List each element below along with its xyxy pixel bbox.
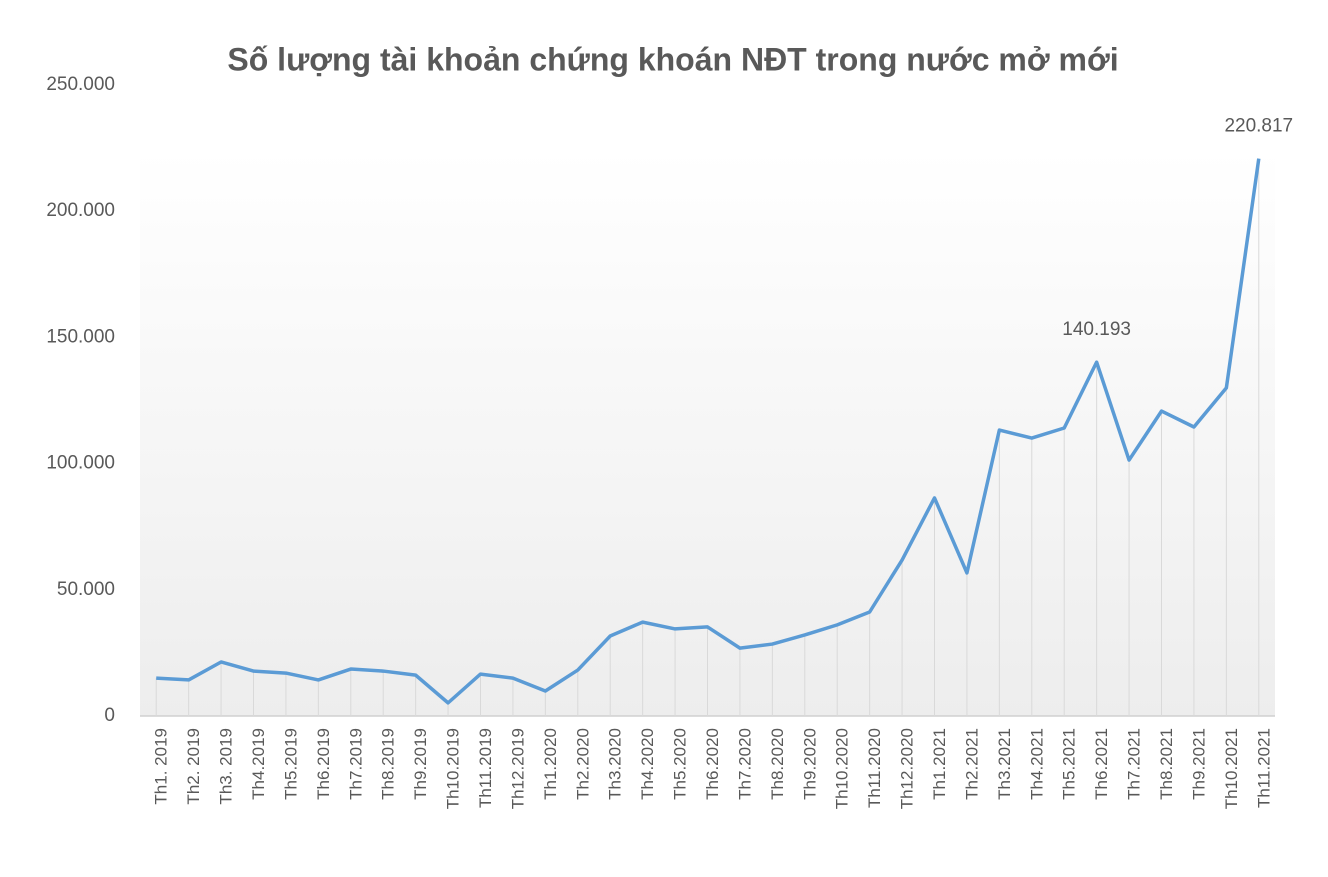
x-tick-label: Th3. 2019 [217, 728, 236, 805]
x-tick-label: Th4.2019 [249, 728, 268, 800]
x-tick-label: Th2.2020 [573, 728, 592, 800]
x-tick-label: Th1.2021 [930, 728, 949, 800]
x-tick-label: Th3.2021 [995, 728, 1014, 800]
value-label: 140.193 [1062, 319, 1131, 340]
x-tick-label: Th5.2020 [671, 728, 690, 800]
x-tick-label: Th8.2020 [768, 728, 787, 800]
x-tick-label: Th12.2019 [508, 728, 527, 809]
x-tick-label: Th11.2021 [1254, 728, 1273, 808]
chart-title: Số lượng tài khoản chứng khoán NĐT trong… [227, 41, 1118, 77]
x-tick-label: Th7.2021 [1125, 728, 1144, 800]
data-line [156, 158, 1261, 705]
x-tick-label: Th12.2020 [898, 728, 917, 809]
x-tick-label: Th2.2021 [962, 728, 981, 800]
y-tick-label: 150.000 [46, 326, 115, 347]
x-tick-label: Th10.2021 [1222, 728, 1241, 809]
x-tick-label: Th1.2020 [541, 728, 560, 800]
x-tick-label: Th2. 2019 [184, 728, 203, 805]
x-tick-label: Th9.2021 [1189, 728, 1208, 800]
y-tick-label: 200.000 [46, 200, 115, 221]
x-tick-label: Th10.2020 [833, 728, 852, 809]
x-tick-label: Th1. 2019 [152, 728, 171, 805]
x-tick-label: Th10.2019 [444, 728, 463, 809]
x-tick-label: Th7.2019 [346, 728, 365, 800]
y-tick-label: 50.000 [57, 579, 115, 600]
x-tick-label: Th9.2019 [411, 728, 430, 800]
x-tick-label: Th5.2019 [281, 728, 300, 800]
x-tick-label: Th6.2019 [314, 728, 333, 800]
x-tick-label: Th11.2019 [476, 728, 495, 808]
x-tick-label: Th4.2021 [1027, 728, 1046, 800]
x-tick-label: Th6.2020 [703, 728, 722, 800]
x-tick-label: Th7.2020 [735, 728, 754, 800]
y-tick-label: 0 [104, 705, 115, 726]
x-tick-label: Th8.2021 [1157, 728, 1176, 800]
plot-background [140, 150, 1275, 716]
x-tick-label: Th11.2020 [865, 728, 884, 808]
x-tick-label: Th6.2021 [1092, 728, 1111, 800]
x-tick-label: Th5.2021 [1060, 728, 1079, 800]
value-label: 220.817 [1224, 116, 1293, 137]
x-tick-label: Th3.2020 [606, 728, 625, 800]
x-tick-label: Th8.2019 [379, 728, 398, 800]
x-tick-label: Th9.2020 [800, 728, 819, 800]
y-tick-label: 100.000 [46, 453, 115, 474]
x-tick-label: Th4.2020 [638, 728, 657, 800]
y-tick-label: 250.000 [46, 74, 115, 95]
